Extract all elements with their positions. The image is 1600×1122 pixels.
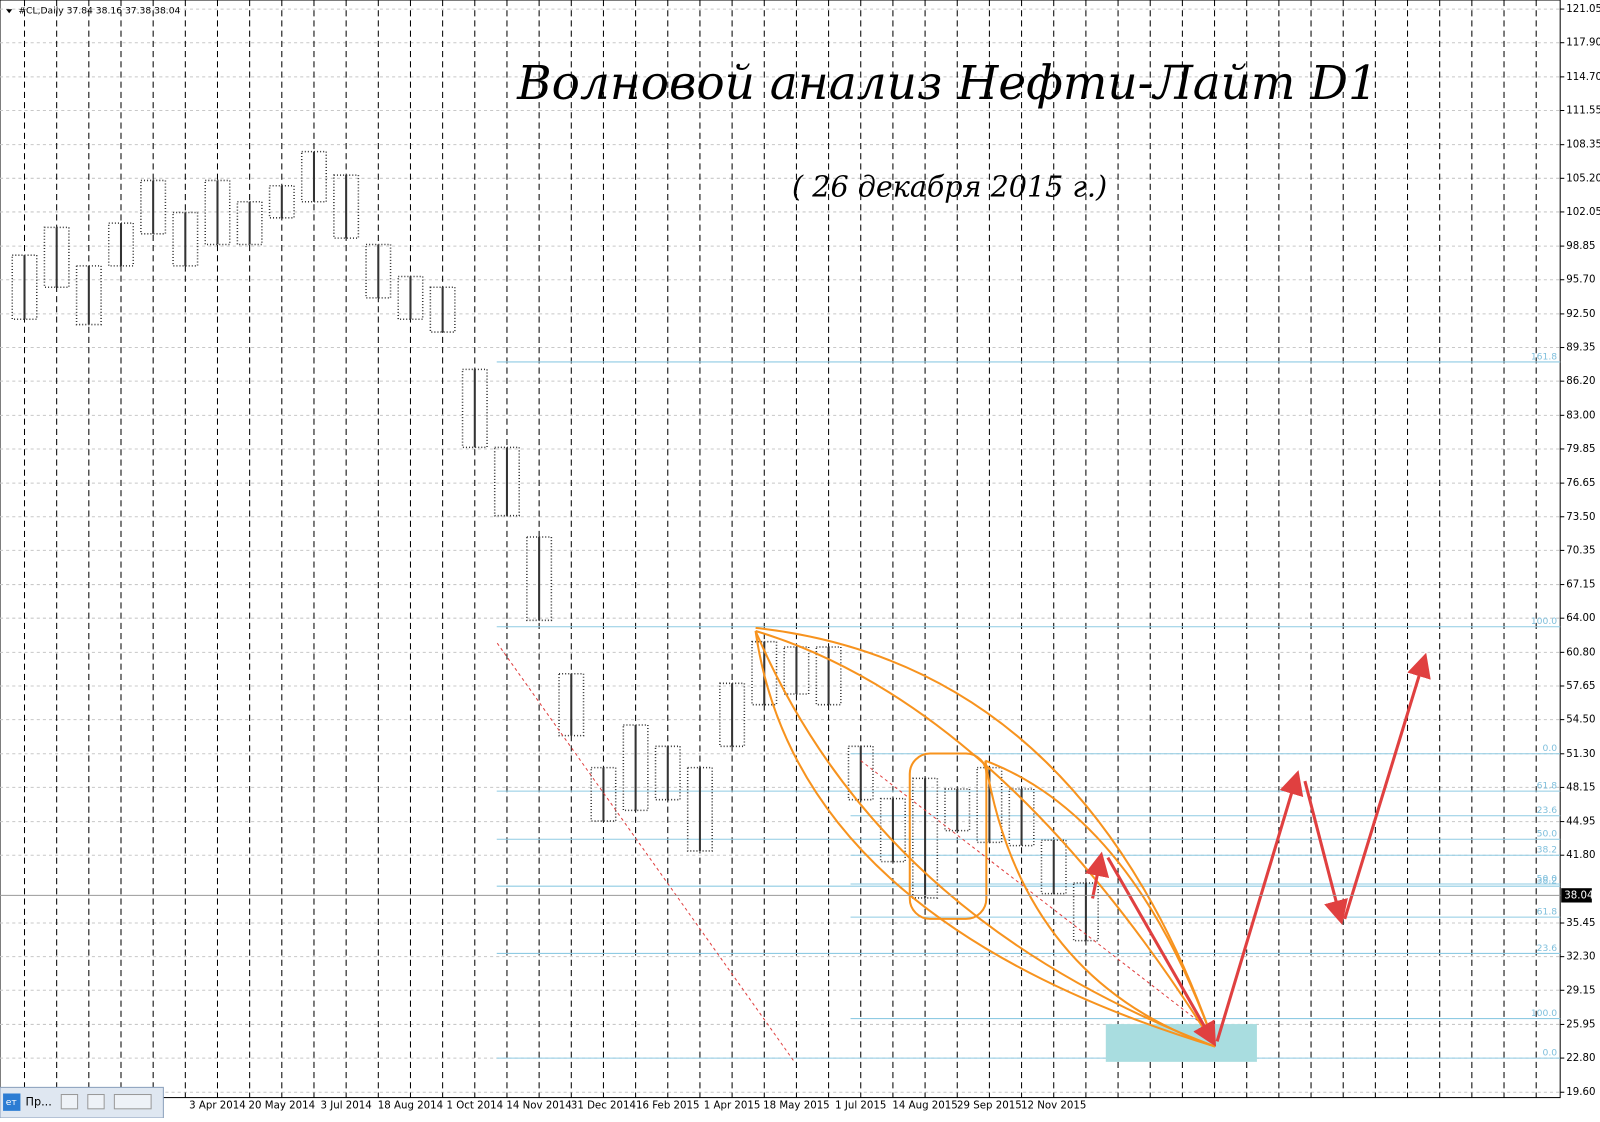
fib-label: 61.8 (1537, 781, 1558, 792)
y-tick-label: 54.50 (1566, 715, 1595, 726)
chart-header: #CL,Daily 37.84 38.16 37.38 38.04 (18, 6, 180, 17)
y-tick-label: 35.45 (1566, 918, 1595, 929)
y-tick-label: 102.05 (1566, 207, 1600, 218)
y-tick-label: 25.95 (1566, 1019, 1595, 1030)
x-tick-label: 1 Jul 2015 (835, 1101, 886, 1112)
taskbar-label: Пр... (26, 1096, 52, 1109)
taskbar-icon (3, 1093, 21, 1111)
forecast-arrows (1085, 652, 1431, 1047)
x-tick-label: 3 Apr 2014 (189, 1101, 246, 1112)
fib-label: 0.0 (1543, 743, 1558, 754)
target-zone (1105, 1024, 1257, 1062)
chart-subtitle: ( 26 декабря 2015 г.) (792, 169, 1107, 203)
fib-label: 61.8 (1537, 907, 1558, 918)
y-tick-label: 19.60 (1566, 1087, 1595, 1098)
y-tick-label: 111.55 (1566, 106, 1600, 117)
y-tick-label: 76.65 (1566, 478, 1595, 489)
fib-label: 50.0 (1537, 829, 1558, 840)
restore-button[interactable] (60, 1094, 79, 1110)
x-tick-label: 29 Sep 2015 (957, 1101, 1022, 1112)
y-tick-label: 60.80 (1566, 647, 1595, 658)
y-tick-label: 105.20 (1566, 173, 1600, 184)
y-tick-label: 89.35 (1566, 343, 1595, 354)
forecast-arrow (1106, 856, 1217, 1047)
y-tick-label: 41.80 (1566, 850, 1595, 861)
fib-label: 50.0 (1537, 873, 1558, 884)
y-tick-label: 32.30 (1566, 952, 1595, 963)
y-tick-label: 70.35 (1566, 545, 1595, 556)
y-tick-label: 29.15 (1566, 985, 1595, 996)
y-tick-label: 79.85 (1566, 444, 1595, 455)
y-tick-label: 92.50 (1566, 309, 1595, 320)
y-tick-label: 114.70 (1566, 72, 1600, 83)
x-tick-label: 12 Nov 2015 (1021, 1101, 1086, 1112)
grid (0, 0, 1561, 1098)
fib-label: 38.2 (1537, 876, 1557, 887)
y-tick-label: 108.35 (1566, 140, 1600, 151)
x-tick-label: 14 Nov 2014 (506, 1101, 571, 1112)
forecast-arrow (1085, 851, 1110, 899)
x-tick-label: 1 Oct 2014 (446, 1101, 503, 1112)
y-tick-label: 98.85 (1566, 241, 1595, 252)
fib-label: 100.0 (1531, 616, 1557, 627)
y-tick-label: 86.20 (1566, 376, 1595, 387)
y-tick-label: 22.80 (1566, 1053, 1595, 1064)
forecast-arrow (1215, 770, 1304, 1042)
forecast-arrow (1303, 780, 1348, 925)
trend-lines (496, 642, 1206, 1063)
fib-label: 0.0 (1543, 1047, 1558, 1058)
y-tick-label: 51.30 (1566, 749, 1595, 760)
close-button[interactable] (113, 1094, 152, 1110)
trend-line (860, 760, 1206, 1027)
fib-label: 161.8 (1531, 351, 1557, 362)
y-tick-label: 64.00 (1566, 613, 1595, 624)
taskbar: ет Пр... (0, 1086, 164, 1119)
y-tick-label: 48.15 (1566, 782, 1595, 793)
y-tick-label: 121.05 (1566, 4, 1600, 15)
taskbar-icon-label: ет (6, 1097, 18, 1108)
x-tick-label: 16 Feb 2015 (636, 1101, 700, 1112)
wave-curve (754, 630, 1216, 1048)
fib-label: 23.6 (1537, 943, 1558, 954)
y-axis: 19.60 22.80 25.95 29.15 32.30 35.45 41.80 44.95… (0, 4, 1600, 1112)
wave-curve (755, 630, 1216, 1048)
y-tick-label: 44.95 (1566, 817, 1595, 828)
fib-levels: 161.8100.061.850.038.223.60.00.023.638.2… (496, 351, 1561, 1059)
x-tick-label: 31 Dec 2014 (571, 1101, 636, 1112)
forecast-arrow (1343, 652, 1431, 920)
x-tick-label: 18 May 2015 (763, 1101, 830, 1112)
last-price-box (1561, 888, 1592, 903)
wave-curves (754, 626, 1217, 1048)
x-tick-label: 20 May 2014 (249, 1101, 316, 1112)
x-tick-label: 14 Aug 2015 (892, 1101, 957, 1112)
fib-label: 23.6 (1537, 805, 1558, 816)
fib-label: 100.0 (1531, 1008, 1557, 1019)
wave-curve (984, 760, 1216, 1048)
x-tick-label: 18 Aug 2014 (378, 1101, 443, 1112)
y-tick-label: 57.65 (1566, 681, 1595, 692)
x-tick-label: 3 Jul 2014 (321, 1101, 372, 1112)
price-bars (11, 150, 1099, 942)
maximize-button[interactable] (87, 1094, 105, 1110)
wave-box (908, 752, 988, 920)
menu-icon (6, 9, 13, 14)
wave-curve (754, 630, 1216, 1048)
fib-label: 38.2 (1537, 845, 1557, 856)
wave-curve (755, 626, 1217, 1047)
y-tick-label: 95.70 (1566, 275, 1595, 286)
y-tick-label: 67.15 (1566, 580, 1595, 591)
y-tick-label: 117.90 (1566, 38, 1600, 49)
chart-title: Волновой анализ Нефти-Лайт D1 (516, 56, 1378, 111)
y-tick-label: 73.50 (1566, 512, 1595, 523)
x-tick-label: 1 Apr 2015 (704, 1101, 761, 1112)
last-price-label: 38.04 (1564, 890, 1593, 901)
y-tick-label: 83.00 (1566, 410, 1595, 421)
plot-area (0, 0, 1561, 1099)
wave-curve (984, 759, 1217, 1047)
